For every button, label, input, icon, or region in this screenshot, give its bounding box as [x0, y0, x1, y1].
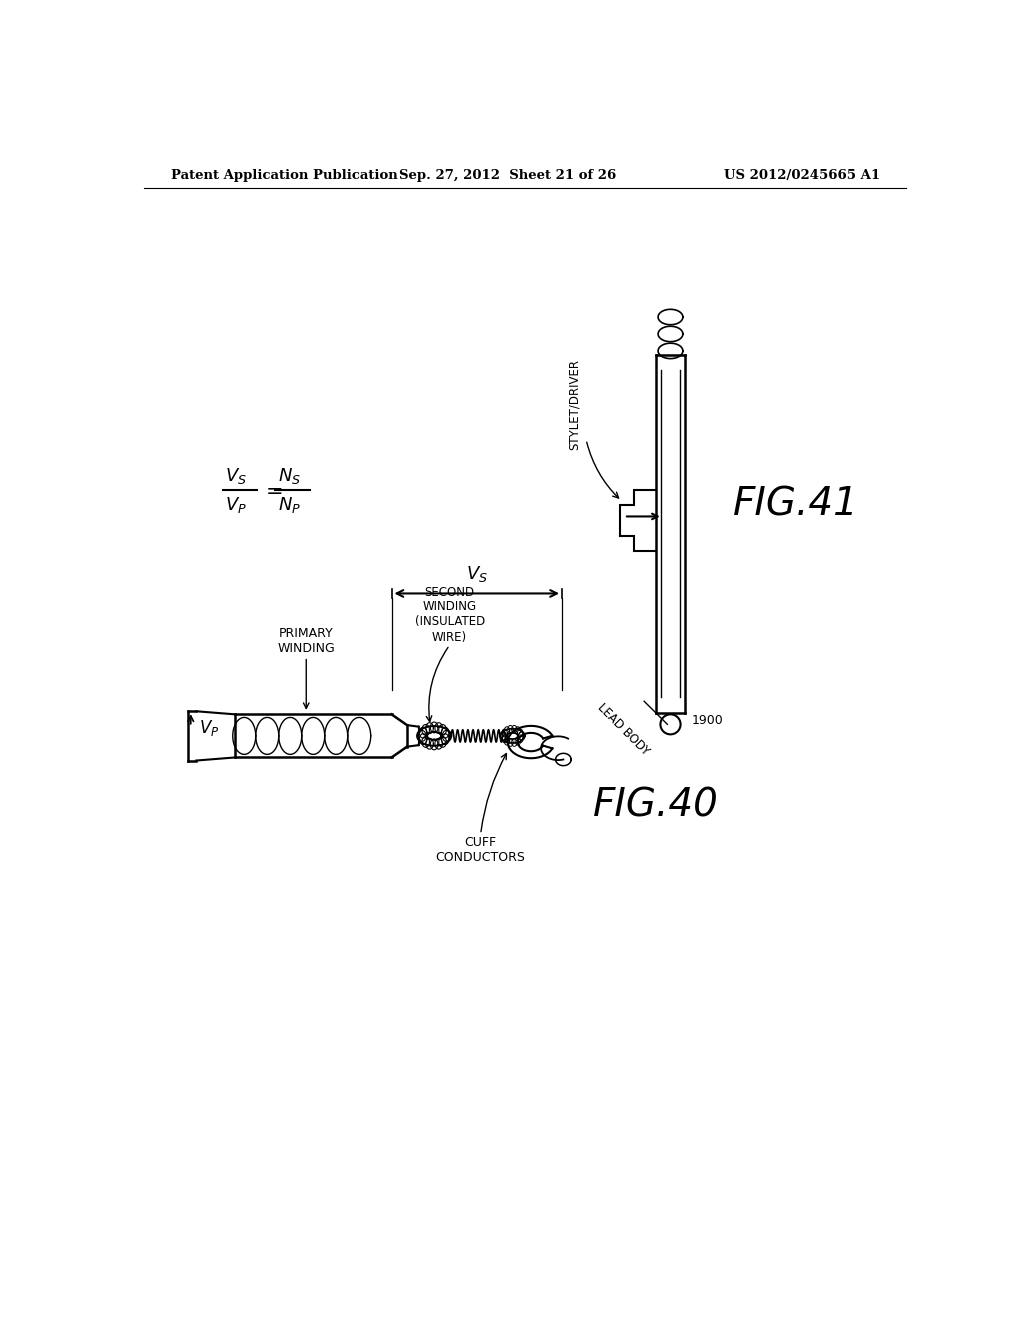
Text: Patent Application Publication: Patent Application Publication [171, 169, 397, 182]
Text: $N_P$: $N_P$ [278, 495, 301, 515]
Text: FIG.41: FIG.41 [732, 486, 858, 524]
Text: $V_S$: $V_S$ [466, 564, 487, 585]
Text: $V_P$: $V_P$ [199, 718, 219, 738]
Text: $N_S$: $N_S$ [278, 466, 301, 486]
Text: CUFF
CONDUCTORS: CUFF CONDUCTORS [435, 836, 525, 865]
Text: FIG.40: FIG.40 [593, 787, 719, 824]
Text: $V_S$: $V_S$ [225, 466, 247, 486]
Text: SECOND
WINDING
(INSULATED
WIRE): SECOND WINDING (INSULATED WIRE) [415, 586, 484, 644]
Text: $=$: $=$ [260, 479, 282, 499]
Text: PRIMARY
WINDING: PRIMARY WINDING [278, 627, 335, 655]
Text: STYLET/DRIVER: STYLET/DRIVER [568, 359, 581, 450]
Text: Sep. 27, 2012  Sheet 21 of 26: Sep. 27, 2012 Sheet 21 of 26 [399, 169, 616, 182]
Text: LEAD BODY: LEAD BODY [595, 701, 652, 758]
Text: $V_P$: $V_P$ [225, 495, 247, 515]
Text: 1900: 1900 [691, 714, 723, 727]
Text: US 2012/0245665 A1: US 2012/0245665 A1 [724, 169, 880, 182]
